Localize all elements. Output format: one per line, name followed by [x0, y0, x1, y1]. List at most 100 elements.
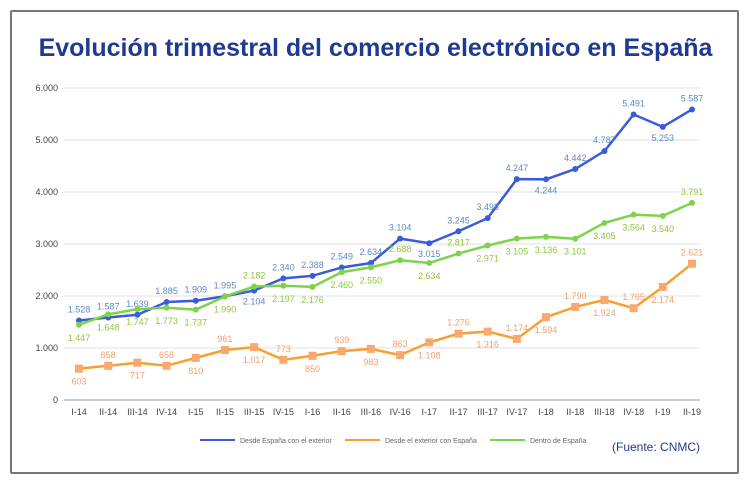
y-tick-label: 3.000: [35, 239, 58, 249]
data-point: [309, 272, 316, 279]
data-point: [630, 111, 637, 118]
data-point: [338, 269, 345, 276]
data-label: 3.564: [622, 223, 645, 233]
data-point: [162, 361, 171, 370]
data-point: [688, 259, 696, 268]
data-point: [76, 317, 82, 324]
x-tick-label: III-18: [594, 407, 615, 417]
data-point: [104, 361, 113, 370]
data-point: [220, 346, 229, 355]
data-point: [571, 302, 580, 311]
data-point: [280, 282, 287, 289]
data-label: 773: [276, 344, 291, 354]
x-tick-label: IV-14: [156, 407, 177, 417]
data-point: [455, 228, 462, 235]
data-point: [630, 211, 637, 218]
data-label: 3.105: [506, 247, 529, 257]
data-point: [134, 311, 141, 318]
data-label: 3.136: [535, 245, 558, 255]
data-label: 4.244: [535, 185, 558, 195]
data-label: 5.253: [652, 133, 675, 143]
data-label: 1.885: [155, 286, 178, 296]
data-point: [659, 212, 666, 219]
data-label: 2.550: [360, 275, 383, 285]
data-point: [163, 298, 170, 305]
data-point: [425, 338, 434, 347]
data-label: 3.498: [476, 202, 499, 212]
data-label: 983: [363, 357, 378, 367]
y-tick-label: 4.000: [35, 187, 58, 197]
data-label: 1.924: [593, 308, 616, 318]
data-label: 961: [217, 334, 232, 344]
data-point: [601, 148, 608, 155]
x-tick-label: III-14: [127, 407, 148, 417]
data-label: 1.773: [155, 316, 178, 326]
x-tick-label: IV-17: [506, 407, 527, 417]
data-label: 1.648: [97, 322, 120, 332]
data-label: 4.442: [564, 153, 587, 163]
x-tick-label: II-16: [333, 407, 351, 417]
x-tick-label: II-19: [683, 407, 701, 417]
data-point: [513, 235, 520, 242]
data-point: [192, 297, 199, 304]
data-point: [367, 260, 374, 267]
x-tick-label: III-17: [477, 407, 498, 417]
data-label: 1.447: [68, 333, 91, 343]
data-label: 1.528: [68, 305, 91, 315]
data-point: [192, 306, 199, 313]
data-point: [629, 304, 638, 313]
data-label: 1.995: [214, 280, 237, 290]
data-point: [601, 219, 608, 226]
series-line-0: [78, 108, 693, 322]
data-point: [251, 283, 258, 290]
data-label: 1.587: [97, 301, 120, 311]
data-point: [543, 176, 550, 183]
data-point: [689, 199, 695, 206]
data-point: [543, 233, 550, 240]
legend-label: Desde España con el exterior: [240, 438, 332, 445]
data-point: [397, 235, 404, 242]
data-label: 939: [334, 335, 349, 345]
data-label: 1.737: [184, 318, 207, 328]
data-label: 5.587: [681, 93, 704, 103]
data-label: 1.990: [214, 305, 237, 315]
data-label: 1.909: [184, 285, 207, 295]
x-tick-label: I-18: [538, 407, 554, 417]
x-tick-label: I-19: [655, 407, 671, 417]
data-point: [454, 329, 463, 338]
data-point: [426, 240, 433, 247]
data-point: [659, 123, 666, 130]
data-point: [572, 235, 579, 242]
data-label: 3.245: [447, 215, 470, 225]
data-label: 4.787: [593, 135, 616, 145]
data-point: [105, 311, 112, 318]
data-label: 3.104: [389, 223, 412, 233]
y-tick-label: 2.000: [35, 291, 58, 301]
data-label: 1.765: [622, 292, 645, 302]
data-point: [191, 353, 200, 362]
data-label: 658: [159, 350, 174, 360]
data-point: [75, 364, 83, 373]
data-label: 2.621: [681, 248, 704, 258]
data-label: 603: [71, 377, 86, 387]
source-note: (Fuente: CNMC): [612, 440, 701, 454]
data-point: [163, 304, 170, 311]
data-label: 1.747: [126, 317, 149, 327]
data-point: [367, 264, 374, 271]
data-label: 1.174: [506, 323, 529, 333]
data-label: 1.639: [126, 299, 149, 309]
data-label: 3.405: [593, 231, 616, 241]
data-point: [76, 321, 82, 328]
data-label: 2.197: [272, 294, 295, 304]
data-label: 5.491: [622, 98, 645, 108]
data-label: 2.971: [476, 254, 499, 264]
series-line-2: [78, 201, 693, 326]
data-label: 2.174: [652, 295, 675, 305]
data-point: [512, 334, 521, 343]
x-tick-label: II-15: [216, 407, 234, 417]
data-point: [396, 351, 405, 360]
x-tick-label: III-15: [244, 407, 265, 417]
x-tick-label: I-14: [71, 407, 87, 417]
x-tick-label: IV-16: [390, 407, 411, 417]
